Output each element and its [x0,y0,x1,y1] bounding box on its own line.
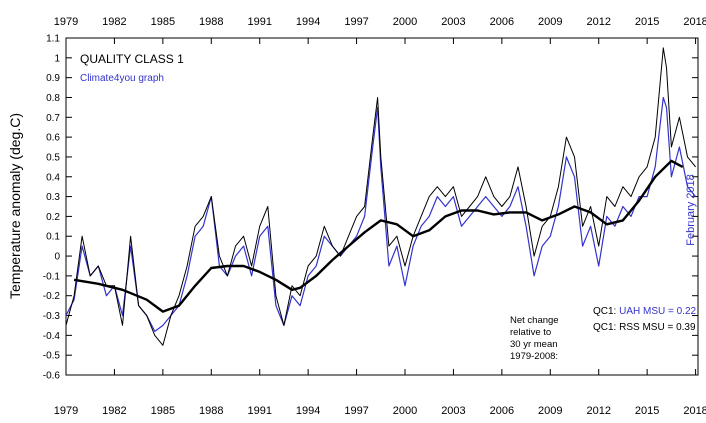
x-tick-label-top: 2009 [538,16,562,28]
y-tick-label: 0.4 [46,172,60,183]
y-tick-label: 0.5 [46,152,60,163]
x-tick-label-top: 1988 [199,16,223,28]
x-tick-label-bottom: 2009 [538,405,562,417]
note-line: Net change [510,315,559,326]
legend-uah-prefix: QC1: [593,306,619,317]
y-tick-label: 0.6 [46,133,60,144]
x-tick-label-bottom: 2006 [490,405,514,417]
x-tick-label-bottom: 1985 [151,405,175,417]
y-tick-label: 0.2 [46,212,60,223]
y-tick-label: 0.9 [46,73,60,84]
series-line-uah [65,96,697,332]
legend-uah: QC1: UAH MSU = 0.22 [593,306,697,317]
note-line: relative to [510,327,551,338]
y-tick-label: 0.7 [46,113,60,124]
x-tick-label-bottom: 2000 [393,405,417,417]
chart-title: QUALITY CLASS 1 [80,52,184,66]
x-tick-label-top: 2012 [586,16,610,28]
x-tick-label-top: 2018 [683,16,706,28]
y-tick-label: 0 [54,252,60,263]
x-tick-label-bottom: 1994 [296,405,320,417]
x-tick-label-bottom: 1991 [247,405,271,417]
date-label: February 2018 [685,174,697,246]
x-tick-label-top: 1982 [102,16,126,28]
y-tick-label: -0.2 [43,291,61,302]
y-axis-label: Temperature anomaly (deg.C) [7,113,23,299]
x-tick-label-top: 2015 [635,16,659,28]
chart-subtitle: Climate4you graph [80,73,164,84]
series-line-rss [65,47,696,346]
y-axis: -0.6 -0.5 -0.4 -0.3 -0.2 -0.1 0 0.1 0.2 0.3 0.4 0.5… [43,34,698,382]
y-tick-label: 0.3 [46,192,60,203]
x-tick-label-top: 2003 [441,16,465,28]
y-tick-label: -0.1 [43,271,61,282]
x-tick-label-top: 1994 [296,16,320,28]
x-tick-label-bottom: 2015 [635,405,659,417]
x-tick-label-bottom: 2018 [683,405,706,417]
x-tick-label-top: 1997 [344,16,368,28]
plot-frame [65,37,699,376]
x-tick-label-bottom: 1982 [102,405,126,417]
note-line: 1979-2008: [510,351,558,362]
x-tick-label-top: 1991 [247,16,271,28]
x-axis-bottom: 1979 1982 1985 1988 1991 1994 1997 2000 2003 2006… [54,369,706,417]
x-tick-label-top: 2000 [393,16,417,28]
series-layer [65,47,697,346]
x-tick-label-bottom: 1988 [199,405,223,417]
x-tick-label-top: 1985 [151,16,175,28]
x-axis-top: 1979 1982 1985 1988 1991 1994 1997 2000 2003 2006… [54,16,706,44]
x-tick-label-bottom: 1997 [344,405,368,417]
x-tick-label-top: 1979 [54,16,78,28]
series-line-running-mean [73,159,684,313]
x-tick-label-top: 2006 [490,16,514,28]
x-tick-label-bottom: 2012 [586,405,610,417]
y-tick-label: -0.6 [43,371,61,382]
y-tick-label: 1.1 [46,34,60,45]
x-tick-label-bottom: 1979 [54,405,78,417]
y-tick-label: 1 [54,53,60,64]
legend-uah-value: UAH MSU = 0.22 [619,306,696,317]
y-tick-label: 0.8 [46,93,60,104]
y-tick-label: 0.1 [46,232,60,243]
x-tick-label-bottom: 2003 [441,405,465,417]
y-tick-label: -0.3 [43,311,61,322]
y-tick-label: -0.4 [43,331,61,342]
note-line: 30 yr mean [510,339,558,350]
legend-rss: QC1: RSS MSU = 0.39 [593,322,696,333]
y-tick-label: -0.5 [43,351,61,362]
net-change-note: Net change relative to 30 yr mean 1979-2… [510,315,559,362]
